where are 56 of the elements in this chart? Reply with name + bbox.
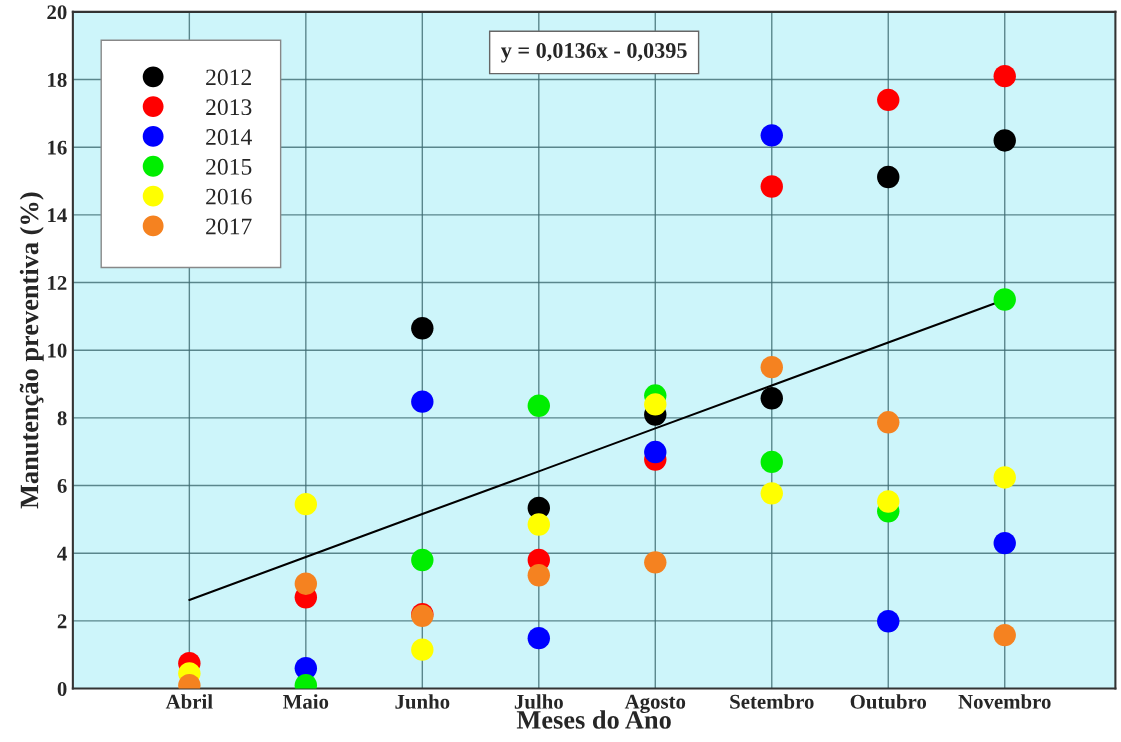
- x-tick-label: Setembro: [730, 694, 814, 709]
- legend-label: 2012: [206, 69, 252, 86]
- point: [294, 572, 318, 595]
- y-axis-title: Manutenção preventiva (%): [19, 192, 44, 509]
- point: [993, 288, 1016, 311]
- y-tick-label: 12: [48, 275, 67, 290]
- legend-label: 2013: [206, 99, 252, 116]
- x-tick-label: Maio: [283, 694, 329, 709]
- point: [411, 638, 434, 661]
- point: [527, 513, 550, 536]
- x-tick-label: Outubro: [850, 694, 927, 709]
- point: [411, 390, 434, 413]
- x-tick-label: Julho: [514, 694, 563, 709]
- y-tick-label: 16: [48, 140, 67, 155]
- point: [527, 394, 550, 417]
- legend-label: 2014: [206, 129, 252, 145]
- y-tick-label: 18: [48, 72, 67, 87]
- x-tick-label: Abril: [165, 694, 213, 709]
- point: [760, 482, 783, 505]
- point: [527, 626, 550, 650]
- point: [760, 124, 783, 147]
- y-tick-label: 14: [48, 208, 67, 223]
- y-tick-label: 10: [48, 343, 67, 358]
- point: [527, 564, 550, 587]
- y-tick-label: 8: [57, 411, 67, 426]
- legend-label: 2016: [206, 188, 252, 205]
- y-tick-label: 4: [57, 546, 67, 561]
- point: [877, 490, 900, 513]
- point: [411, 548, 434, 572]
- y-tick-label: 6: [57, 479, 67, 493]
- point: [993, 64, 1016, 88]
- point: [411, 317, 434, 340]
- point: [760, 175, 783, 198]
- x-tick-label: Novembro: [958, 694, 1051, 709]
- legend-label: 2017: [206, 218, 252, 235]
- point: [644, 393, 667, 416]
- point: [294, 492, 318, 516]
- y-tick-label: 0: [57, 681, 67, 697]
- point: [760, 450, 783, 474]
- annotation: y = 0,0136x - 0,0395: [500, 42, 687, 63]
- y-tick-label: 20: [47, 5, 67, 20]
- point: [644, 551, 667, 574]
- point: [993, 466, 1016, 489]
- point: [993, 531, 1016, 555]
- legend-label: 2015: [206, 158, 252, 175]
- point: [760, 387, 783, 410]
- x-tick-label: Junho: [395, 694, 450, 709]
- point: [877, 411, 900, 434]
- point: [877, 610, 900, 633]
- point: [877, 165, 900, 189]
- point: [644, 440, 667, 464]
- point: [877, 88, 900, 112]
- point: [760, 355, 783, 379]
- point: [993, 129, 1016, 152]
- y-tick-label: 2: [57, 614, 67, 629]
- point: [993, 623, 1016, 647]
